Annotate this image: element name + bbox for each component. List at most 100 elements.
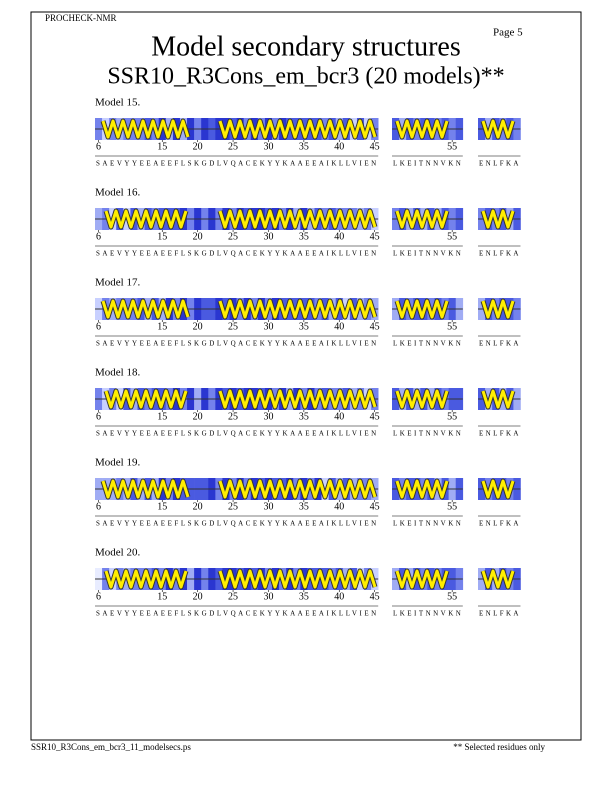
residue-number: 25 (228, 141, 238, 152)
residue-number: 6 (96, 591, 101, 602)
residue-number: 40 (334, 501, 344, 512)
model-label: Model 19. (95, 457, 140, 469)
helix-fill (218, 479, 377, 499)
residue-number: 6 (96, 141, 101, 152)
title: Model secondary structures (151, 31, 460, 62)
helix-fill (218, 119, 377, 139)
sequence: SAEVYYEEAEEFLSKGDLVQACEKYYKAAEEAIKLLVIEN (96, 340, 376, 348)
program-name: PROCHECK-NMR (45, 13, 117, 23)
footer-note: ** Selected residues only (453, 742, 545, 752)
residue-number: 35 (299, 321, 309, 332)
residue-number: 40 (334, 141, 344, 152)
footer-file: SSR10_R3Cons_em_bcr3_11_modelsecs.ps (31, 742, 191, 752)
sequence: SAEVYYEEAEEFLSKGDLVQACEKYYKAAEEAIKLLVIEN (96, 520, 376, 528)
residue-number: 30 (263, 591, 273, 602)
residue-number: 15 (157, 501, 167, 512)
sequence: LKEITNNVKN (393, 610, 461, 618)
residue-number: 45 (370, 501, 380, 512)
residue-number: 45 (370, 591, 380, 602)
residue-number: 6 (96, 501, 101, 512)
residue-number: 25 (228, 411, 238, 422)
sequence: LKEITNNVKN (393, 340, 461, 348)
helix-fill (395, 119, 449, 139)
residue-number: 6 (96, 411, 101, 422)
helix-fill (218, 299, 377, 319)
residue-number: 30 (263, 411, 273, 422)
residue-number: 20 (193, 321, 203, 332)
helix-fill (104, 569, 188, 589)
sequence: LKEITNNVKN (393, 430, 461, 438)
residue-number: 45 (370, 321, 380, 332)
residue-number: 55 (447, 231, 457, 242)
residue-number: 40 (334, 231, 344, 242)
residue-number: 20 (193, 411, 203, 422)
residue-number: 6 (96, 321, 101, 332)
residue-number: 20 (193, 591, 203, 602)
residue-number: 55 (447, 141, 457, 152)
subtitle: SSR10_R3Cons_em_bcr3 (20 models)** (107, 64, 504, 90)
helix-fill (481, 479, 515, 499)
model-label: Model 16. (95, 187, 140, 199)
residue-number: 15 (157, 231, 167, 242)
sequence: ENLFKA (479, 160, 518, 168)
helix-fill (101, 479, 190, 499)
residue-number: 6 (96, 231, 101, 242)
sequence: ENLFKA (479, 250, 518, 258)
helix-fill (481, 299, 515, 319)
sequence: ENLFKA (479, 520, 518, 528)
residue-number: 45 (370, 141, 380, 152)
residue-number: 15 (157, 591, 167, 602)
helix-fill (481, 209, 515, 229)
residue-number: 40 (334, 411, 344, 422)
helix-fill (218, 389, 377, 409)
sequence: SAEVYYEEAEEFLSKGDLVQACEKYYKAAEEAIKLLVIEN (96, 160, 376, 168)
residue-number: 40 (334, 321, 344, 332)
residue-number: 25 (228, 591, 238, 602)
helix-fill (395, 299, 449, 319)
residue-number: 45 (370, 411, 380, 422)
helix-fill (218, 569, 377, 589)
helix-fill (481, 119, 515, 139)
residue-number: 20 (193, 231, 203, 242)
residue-number: 55 (447, 501, 457, 512)
helix-fill (395, 569, 449, 589)
residue-number: 15 (157, 411, 167, 422)
residue-number: 15 (157, 141, 167, 152)
residue-number: 35 (299, 501, 309, 512)
helix-fill (104, 389, 188, 409)
sequence: SAEVYYEEAEEFLSKGDLVQACEKYYKAAEEAIKLLVIEN (96, 430, 376, 438)
sequence: ENLFKA (479, 610, 518, 618)
page-border (30, 11, 582, 741)
residue-number: 55 (447, 411, 457, 422)
sequence: SAEVYYEEAEEFLSKGDLVQACEKYYKAAEEAIKLLVIEN (96, 610, 376, 618)
sequence: ENLFKA (479, 430, 518, 438)
helix-fill (101, 119, 190, 139)
residue-number: 20 (193, 141, 203, 152)
sequence: LKEITNNVKN (393, 250, 461, 258)
residue-number: 30 (263, 501, 273, 512)
residue-number: 25 (228, 231, 238, 242)
helix-fill (101, 299, 190, 319)
residue-number: 25 (228, 321, 238, 332)
helix-fill (395, 389, 449, 409)
helix-fill (395, 209, 449, 229)
residue-number: 55 (447, 591, 457, 602)
sequence: LKEITNNVKN (393, 520, 461, 528)
helix-fill (395, 479, 449, 499)
residue-number: 35 (299, 411, 309, 422)
helix-fill (218, 209, 377, 229)
sequence: ENLFKA (479, 340, 518, 348)
residue-number: 35 (299, 591, 309, 602)
helix-fill (481, 389, 515, 409)
residue-number: 15 (157, 321, 167, 332)
residue-number: 55 (447, 321, 457, 332)
model-label: Model 18. (95, 367, 140, 379)
sequence: SAEVYYEEAEEFLSKGDLVQACEKYYKAAEEAIKLLVIEN (96, 250, 376, 258)
residue-number: 40 (334, 591, 344, 602)
residue-number: 45 (370, 231, 380, 242)
residue-number: 35 (299, 141, 309, 152)
residue-number: 30 (263, 231, 273, 242)
residue-number: 35 (299, 231, 309, 242)
page-number: Page 5 (493, 27, 523, 39)
